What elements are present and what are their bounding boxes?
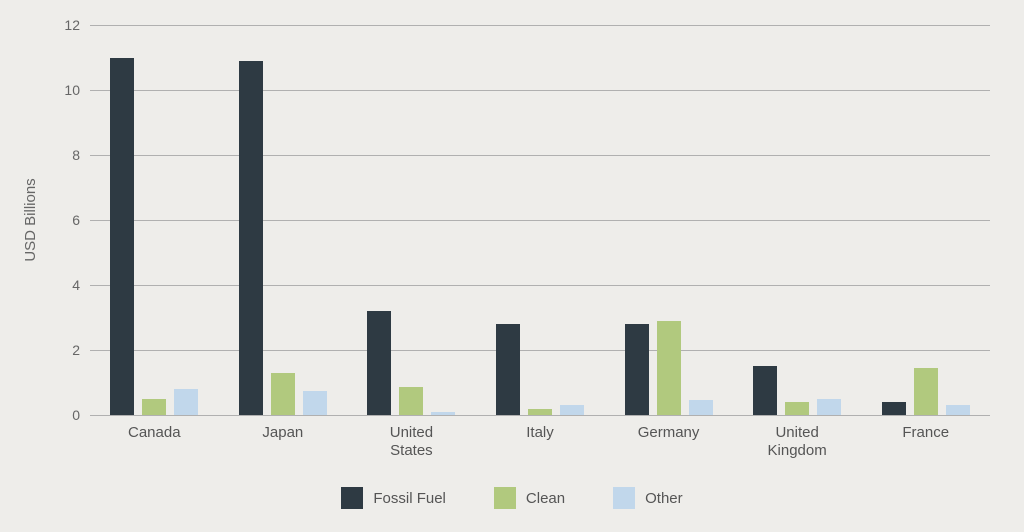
y-tick-label: 8 xyxy=(44,147,80,163)
x-tick-label: Italy xyxy=(482,424,598,442)
x-tick-label: France xyxy=(868,424,984,442)
y-axis-label: USD Billions xyxy=(22,178,39,261)
legend-item: Clean xyxy=(494,487,565,509)
x-tick-label: UnitedKingdom xyxy=(739,424,855,460)
bar xyxy=(399,387,423,415)
y-tick-label: 6 xyxy=(44,212,80,228)
bar xyxy=(785,402,809,415)
x-tick-label: UnitedStates xyxy=(354,424,470,460)
bar xyxy=(560,405,584,415)
bar xyxy=(657,321,681,415)
bar xyxy=(882,402,906,415)
legend-swatch xyxy=(613,487,635,509)
bar xyxy=(271,373,295,415)
bar xyxy=(110,58,134,416)
bar xyxy=(367,311,391,415)
bar xyxy=(946,405,970,415)
x-tick-label: Japan xyxy=(225,424,341,442)
y-tick-label: 12 xyxy=(44,17,80,33)
chart-frame: USD Billions 0 2 4 6 8 10 12 Canada Japan United… xyxy=(0,0,1024,532)
bar xyxy=(303,391,327,415)
bar xyxy=(496,324,520,415)
x-tick-label: Canada xyxy=(96,424,212,442)
bar xyxy=(625,324,649,415)
bar xyxy=(914,368,938,415)
y-tick-label: 2 xyxy=(44,342,80,358)
x-axis-line xyxy=(90,415,990,416)
x-tick-label: Germany xyxy=(611,424,727,442)
legend-item: Fossil Fuel xyxy=(341,487,446,509)
bar xyxy=(239,61,263,415)
legend-label: Fossil Fuel xyxy=(373,490,446,507)
legend-label: Other xyxy=(645,490,683,507)
y-tick-label: 4 xyxy=(44,277,80,293)
legend-swatch xyxy=(341,487,363,509)
bar xyxy=(174,389,198,415)
legend: Fossil Fuel Clean Other xyxy=(0,487,1024,509)
legend-item: Other xyxy=(613,487,683,509)
bar xyxy=(689,400,713,415)
bar xyxy=(142,399,166,415)
legend-swatch xyxy=(494,487,516,509)
bar xyxy=(817,399,841,415)
y-tick-label: 0 xyxy=(44,407,80,423)
legend-label: Clean xyxy=(526,490,565,507)
y-tick-label: 10 xyxy=(44,82,80,98)
bar xyxy=(753,366,777,415)
